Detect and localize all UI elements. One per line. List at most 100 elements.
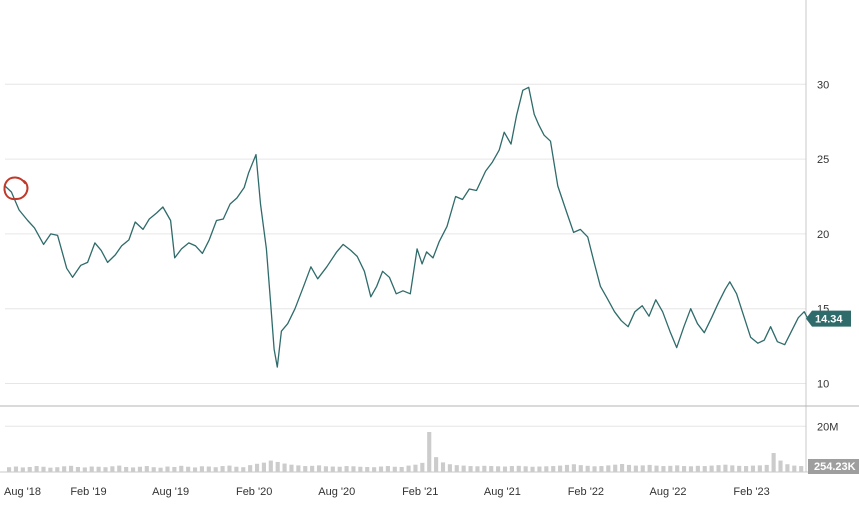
volume-bar: [626, 464, 632, 472]
volume-bar: [447, 464, 452, 472]
volume-bar: [330, 466, 335, 472]
volume-bar: [668, 465, 673, 472]
volume-bar: [537, 466, 542, 472]
volume-bar: [7, 467, 12, 472]
volume-bar: [551, 466, 556, 472]
volume-bar: [227, 465, 232, 472]
volume-bar: [89, 466, 94, 472]
volume-bar: [13, 466, 19, 472]
x-tick-label: Feb '22: [568, 486, 604, 498]
x-tick-label: Feb '21: [402, 486, 438, 498]
volume-bar: [365, 466, 370, 472]
volume-bar: [496, 466, 501, 472]
volume-bar: [358, 466, 363, 472]
volume-bar: [130, 467, 136, 472]
volume-bar: [599, 466, 604, 472]
volume-bar: [427, 432, 432, 472]
volume-bar: [620, 464, 625, 472]
volume-bar: [688, 466, 694, 472]
volume-bar: [544, 466, 549, 472]
volume-bar: [420, 462, 425, 472]
volume-bar: [241, 467, 246, 472]
volume-bar: [716, 465, 721, 472]
volume-bar: [723, 464, 728, 472]
volume-bar: [186, 466, 191, 472]
volume-bar: [378, 466, 384, 472]
volume-bar: [41, 466, 46, 472]
volume-bar: [103, 467, 108, 472]
volume-bar: [440, 462, 446, 472]
last-price-label: 14.34: [815, 314, 843, 326]
y-tick-label: 20: [817, 229, 829, 241]
volume-bar: [158, 467, 163, 472]
volume-bar: [303, 466, 308, 472]
volume-bar: [124, 466, 129, 472]
volume-bar: [82, 467, 87, 472]
volume-bar: [744, 466, 749, 472]
volume-bar: [792, 465, 797, 472]
volume-bar: [482, 465, 487, 472]
volume-bar: [268, 460, 273, 472]
volume-bar: [461, 465, 466, 472]
volume-bar: [606, 465, 611, 472]
volume-bar: [454, 465, 459, 472]
volume-bar: [737, 465, 742, 472]
volume-bar: [75, 466, 81, 472]
volume-bar: [675, 465, 680, 472]
volume-bar: [730, 465, 735, 472]
volume-tick-label: 20M: [817, 421, 838, 433]
volume-bar: [179, 465, 184, 472]
volume-bar: [406, 465, 411, 472]
volume-bar: [778, 460, 783, 472]
volume-bar: [578, 465, 583, 472]
volume-bar: [799, 466, 804, 472]
x-tick-label: Feb '19: [70, 486, 106, 498]
x-tick-label: Feb '20: [236, 486, 272, 498]
volume-bar: [530, 466, 535, 472]
volume-bar: [20, 467, 25, 472]
volume-bar: [771, 453, 776, 472]
volume-bar: [296, 465, 301, 472]
x-tick-label: Aug '22: [650, 486, 687, 498]
x-tick-label: Aug '20: [318, 486, 355, 498]
volume-bar: [144, 466, 149, 472]
volume-bar: [261, 462, 266, 472]
volume-bar: [282, 463, 287, 472]
volume-bar: [502, 466, 508, 472]
volume-bar: [702, 466, 707, 472]
volume-bar: [337, 466, 342, 472]
current-volume-label: 254.23K: [814, 461, 856, 473]
volume-bar: [523, 466, 528, 472]
x-tick-label: Aug '19: [152, 486, 189, 498]
volume-bar: [110, 466, 115, 472]
volume-bars: [7, 432, 804, 472]
volume-bar: [248, 465, 253, 472]
volume-bar: [392, 466, 397, 472]
volume-bar: [310, 465, 315, 472]
volume-bar: [165, 466, 170, 472]
volume-bar: [55, 467, 60, 472]
volume-bar: [640, 465, 645, 472]
volume-bar: [468, 466, 473, 472]
volume-bar: [399, 466, 404, 472]
volume-bar: [34, 466, 39, 472]
volume-bar: [633, 465, 638, 472]
y-tick-label: 25: [817, 154, 829, 166]
x-tick-label: Aug '21: [484, 486, 521, 498]
volume-bar: [682, 466, 687, 472]
volume-bar: [764, 464, 769, 472]
volume-bar: [661, 466, 666, 472]
circle-annotation: [3, 176, 29, 201]
volume-bar: [351, 466, 356, 472]
volume-bar: [509, 466, 514, 472]
y-tick-label: 10: [817, 379, 829, 391]
volume-bar: [558, 465, 563, 472]
volume-bar: [413, 464, 418, 472]
volume-bar: [613, 464, 618, 472]
volume-bar: [117, 465, 122, 472]
volume-bar: [275, 461, 280, 472]
volume-bar: [199, 466, 204, 472]
volume-bar: [96, 466, 101, 472]
